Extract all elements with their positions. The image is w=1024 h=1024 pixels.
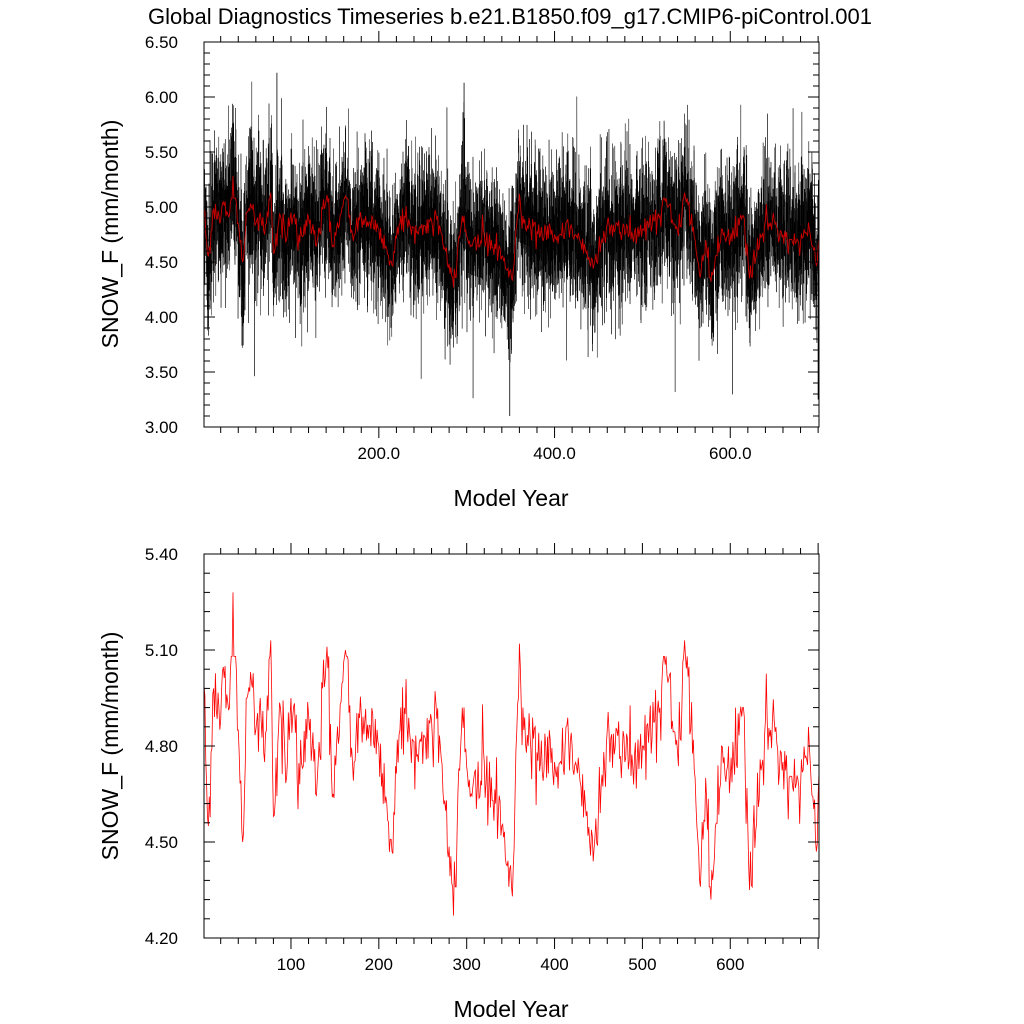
- x-tick-label: 400: [540, 955, 568, 974]
- monthly-series-line: [203, 81, 820, 399]
- x-tick-label: 300: [453, 955, 481, 974]
- x-tick-label: 200: [365, 955, 393, 974]
- plot-frame: [203, 41, 820, 428]
- y-tick-label: 3.00: [145, 418, 178, 437]
- y-tick-label: 5.40: [145, 545, 178, 564]
- x-tick-label: 500: [628, 955, 656, 974]
- y-axis-title: SNOW_F (mm/month): [97, 632, 123, 861]
- y-tick-label: 4.50: [145, 253, 178, 272]
- annual-mean-overlay-line: [203, 176, 820, 288]
- x-tick-label: 600: [716, 955, 744, 974]
- x-tick-label: 100: [277, 955, 305, 974]
- y-tick-label: 6.50: [145, 33, 178, 52]
- y-tick-label: 5.10: [145, 641, 178, 660]
- x-tick-label: 200.0: [358, 444, 401, 463]
- bottom-panel-annual: 4.20 4.50 4.80 5.10 5.40 100 200 300 400 500 600 M…: [97, 543, 820, 1022]
- x-axis-title: Model Year: [453, 485, 568, 511]
- annual-series-line: [203, 592, 820, 916]
- y-tick-label: 4.20: [145, 929, 178, 948]
- figure-title: Global Diagnostics Timeseries b.e21.B185…: [148, 4, 872, 29]
- y-tick-label: 5.50: [145, 143, 178, 162]
- y-axis-title: SNOW_F (mm/month): [97, 120, 123, 349]
- y-tick-label: 4.80: [145, 737, 178, 756]
- top-panel-monthly: 3.00 3.50 4.00 4.50 5.00 5.50 6.00 6.50 200.0 400…: [97, 31, 820, 511]
- y-tick-label: 4.00: [145, 308, 178, 327]
- x-axis-title: Model Year: [453, 996, 568, 1022]
- y-tick-label: 3.50: [145, 363, 178, 382]
- y-tick-label: 5.00: [145, 198, 178, 217]
- y-tick-label: 4.50: [145, 833, 178, 852]
- y-tick-label: 6.00: [145, 88, 178, 107]
- x-tick-label: 400.0: [533, 444, 576, 463]
- x-tick-label: 600.0: [709, 444, 752, 463]
